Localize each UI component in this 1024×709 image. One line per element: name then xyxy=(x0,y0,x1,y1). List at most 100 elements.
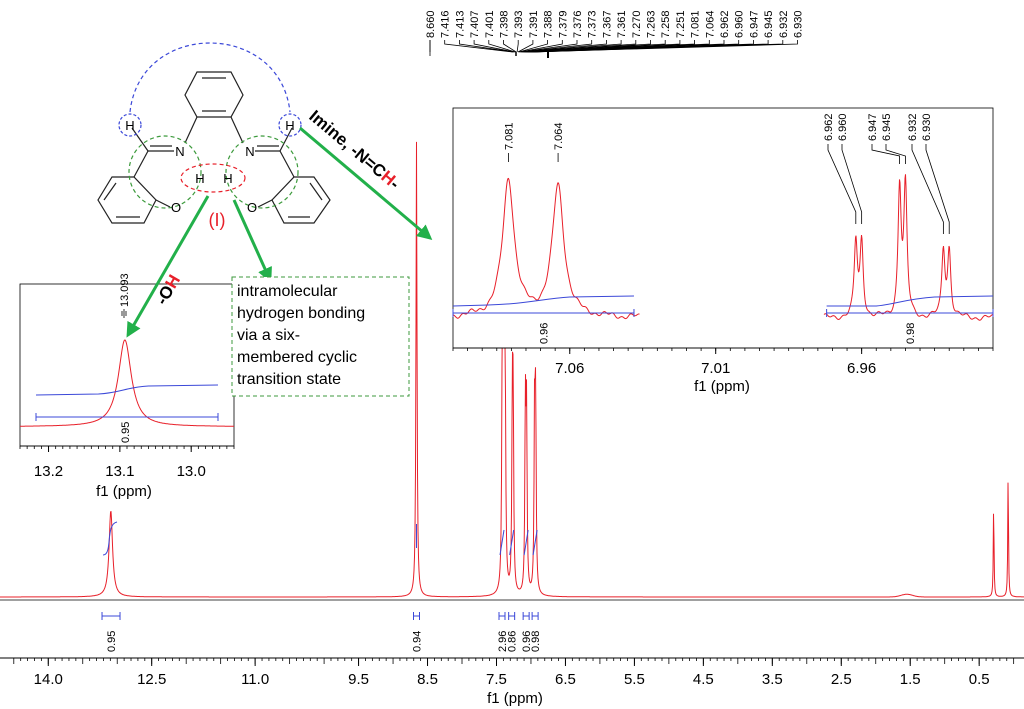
svg-text:13.093: 13.093 xyxy=(119,273,131,307)
integral-curve xyxy=(532,529,538,556)
integral-curve xyxy=(509,529,515,556)
peak-label: 7.081 xyxy=(690,10,702,38)
x-tick-label: 0.5 xyxy=(969,671,990,688)
imine-arrow xyxy=(299,126,433,240)
main-integral-curves xyxy=(102,521,538,556)
svg-text:H: H xyxy=(195,171,204,186)
x-tick-label: 7.5 xyxy=(486,671,507,688)
peak-label: 6.945 xyxy=(881,113,893,141)
peak-tick xyxy=(925,144,950,234)
integral-labels: 0.95 0.94 2.960.86 0.960.98 xyxy=(101,612,542,652)
peak-label-leader xyxy=(521,40,593,53)
molecule-structure xyxy=(97,42,331,224)
svg-text:intramolecular hydrogen: intramolecular hydrogen bonding via a si… xyxy=(237,283,370,388)
x-tick-label: 7.06 xyxy=(555,360,584,377)
peak-tick xyxy=(827,144,857,224)
x-tick-label: 5.5 xyxy=(624,671,645,688)
peak-label: 6.960 xyxy=(734,10,746,38)
svg-text:N: N xyxy=(245,144,254,159)
compound-label: (I) xyxy=(209,210,226,230)
peak-label: 7.373 xyxy=(587,10,599,38)
x-tick-label: 7.01 xyxy=(701,360,730,377)
imine-label: Imine, -N=CH- xyxy=(305,107,403,194)
peak-label: 6.932 xyxy=(907,113,919,141)
integral-label: 0.98 xyxy=(530,631,542,652)
peak-tick xyxy=(871,144,900,164)
peak-label: 7.258 xyxy=(660,10,672,38)
x-axis: 14.0 12.5 11.0 9.5 8.5 7.5 6.5 5.5 4.5 3.5 2.5 1.5 0… xyxy=(0,657,1024,707)
inset-aromatic-spectrum xyxy=(453,174,993,321)
svg-text:H: H xyxy=(285,118,294,133)
peak-label: 6.947 xyxy=(867,113,879,141)
peak-label-leader xyxy=(488,40,516,53)
x-tick-label: 13.2 xyxy=(34,463,63,480)
x-tick-label: 8.5 xyxy=(417,671,438,688)
integral-label: 0.95 xyxy=(106,631,118,652)
svg-text:O: O xyxy=(247,200,257,215)
integral-curve xyxy=(499,529,505,556)
main-spectrum-line xyxy=(0,141,1024,598)
peak-label: 7.064 xyxy=(553,122,565,150)
inset-aromatic-integral-bars: 0.96 0.98 xyxy=(452,309,994,344)
peak-label-leader xyxy=(503,40,517,53)
integral-label: 0.95 xyxy=(120,422,132,443)
x-tick-label: 11.0 xyxy=(241,671,269,688)
peak-label: 6.945 xyxy=(763,10,775,38)
peak-label-leader xyxy=(522,40,607,53)
peak-label: 6.930 xyxy=(793,10,805,38)
peak-label-leader xyxy=(517,40,534,53)
inset-oh-integral xyxy=(35,384,219,396)
x-tick-label: 13.1 xyxy=(105,463,134,480)
integral-label: 0.86 xyxy=(507,631,519,652)
peak-label-leader xyxy=(533,40,798,53)
integral-label: 0.98 xyxy=(905,323,917,344)
peak-label: 6.930 xyxy=(921,113,933,141)
peak-label: 6.932 xyxy=(778,10,790,38)
inset-oh-integral-bar: 0.95 xyxy=(35,413,219,443)
peak-label-leader xyxy=(520,40,578,53)
peak-label: 7.413 xyxy=(454,10,466,38)
peak-label: 7.263 xyxy=(646,10,658,38)
integral-curve xyxy=(102,521,118,556)
peak-label: 6.962 xyxy=(719,10,731,38)
peak-label: 7.081 xyxy=(503,122,515,150)
oh-inset: 0.95 13.093 13.2 13.1 13.0 f1 (ppm) xyxy=(19,273,235,500)
x-tick-label: 6.5 xyxy=(555,671,576,688)
peak-label-fan: 8.660 7.416 7.413 7.407 7.401 7.398 7.393 7.391… xyxy=(425,10,805,58)
peak-label: 6.962 xyxy=(823,113,835,141)
peak-label: 7.388 xyxy=(543,10,555,38)
x-tick-label: 13.0 xyxy=(177,463,206,480)
inset-oh-x-label: f1 (ppm) xyxy=(96,483,152,500)
x-axis-label: f1 (ppm) xyxy=(487,690,543,707)
inset-aromatic-integral-right xyxy=(826,295,993,307)
peak-label: 7.407 xyxy=(469,10,481,38)
peak-label: 7.064 xyxy=(704,10,716,38)
inset-oh-x-axis: 13.2 13.1 13.0 xyxy=(19,446,235,480)
peak-tick xyxy=(911,144,944,234)
peak-label: 7.379 xyxy=(557,10,569,38)
peak-label: 7.401 xyxy=(484,10,496,38)
hbond-note: intramolecular hydrogen bonding via a si… xyxy=(231,276,410,397)
inset-aromatic-integral-left xyxy=(453,295,634,307)
integral-label: 0.96 xyxy=(521,631,533,652)
x-tick-label: 14.0 xyxy=(34,671,63,688)
peak-label: 7.367 xyxy=(601,10,613,38)
peak-label: 7.398 xyxy=(499,10,511,38)
x-tick-label: 9.5 xyxy=(348,671,369,688)
peak-tick xyxy=(885,144,906,164)
x-tick-label: 2.5 xyxy=(831,671,852,688)
peak-label-leader xyxy=(459,40,514,53)
peak-label: 7.361 xyxy=(616,10,628,38)
peak-label-leader xyxy=(519,40,563,53)
integral-label: 2.96 xyxy=(497,631,509,652)
peak-label: 7.376 xyxy=(572,10,584,38)
peak-label-leader xyxy=(518,40,548,53)
peak-label: 8.660 xyxy=(425,10,437,38)
peak-label-leader xyxy=(444,40,513,53)
integral-curve xyxy=(523,529,529,556)
molecule-atom-labels: H H N N H H O O xyxy=(125,118,294,215)
peak-label-leader xyxy=(473,40,515,53)
x-tick-label: 3.5 xyxy=(762,671,783,688)
peak-label: 6.947 xyxy=(748,10,760,38)
svg-text:N: N xyxy=(175,144,184,159)
